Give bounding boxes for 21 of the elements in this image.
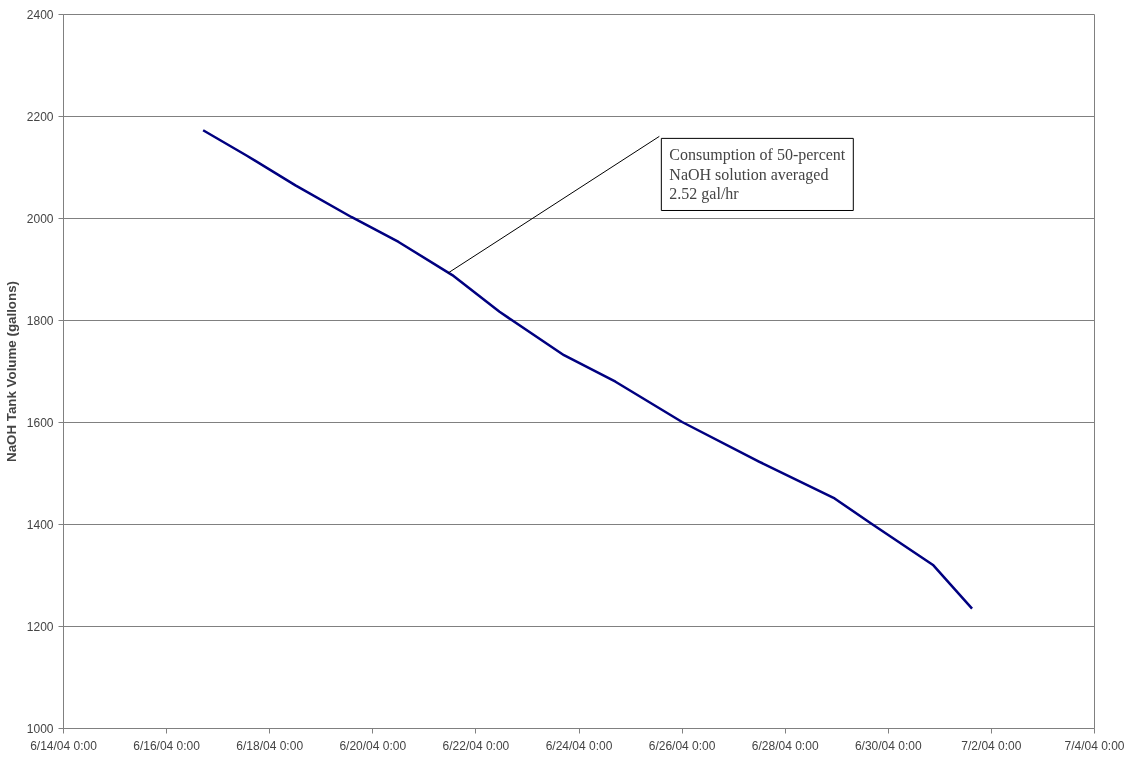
x-tick-label: 7/4/04 0:00 — [1064, 738, 1125, 753]
x-tick-label: 6/20/04 0:00 — [339, 738, 407, 753]
x-tick-label: 6/16/04 0:00 — [133, 738, 201, 753]
x-tick-label: 7/2/04 0:00 — [961, 738, 1022, 753]
x-tick-label: 6/26/04 0:00 — [648, 738, 716, 753]
x-tick-label: 6/18/04 0:00 — [236, 738, 304, 753]
y-tick-label: 1200 — [26, 620, 54, 634]
y-tick-label: 2400 — [26, 8, 54, 22]
y-tick-label: 1000 — [26, 722, 54, 736]
x-tick-label: 6/14/04 0:00 — [30, 738, 98, 753]
y-tick-label: 1400 — [26, 518, 54, 532]
y-tick-label: 1600 — [26, 416, 54, 430]
x-tick-label: 6/28/04 0:00 — [751, 738, 819, 753]
y-tick-label: 2200 — [26, 110, 54, 124]
x-tick-label: 6/22/04 0:00 — [442, 738, 510, 753]
annotation: Consumption of 50-percent NaOH solution averaged 2.52 gal/hr — [669, 146, 846, 204]
x-tick-label: 6/30/04 0:00 — [854, 738, 922, 753]
y-tick-label: 2000 — [26, 212, 54, 226]
y-axis-title: NaOH Tank Volume (gallons) — [3, 281, 19, 462]
y-tick-label: 1800 — [26, 314, 54, 328]
x-tick-label: 6/24/04 0:00 — [545, 738, 613, 753]
